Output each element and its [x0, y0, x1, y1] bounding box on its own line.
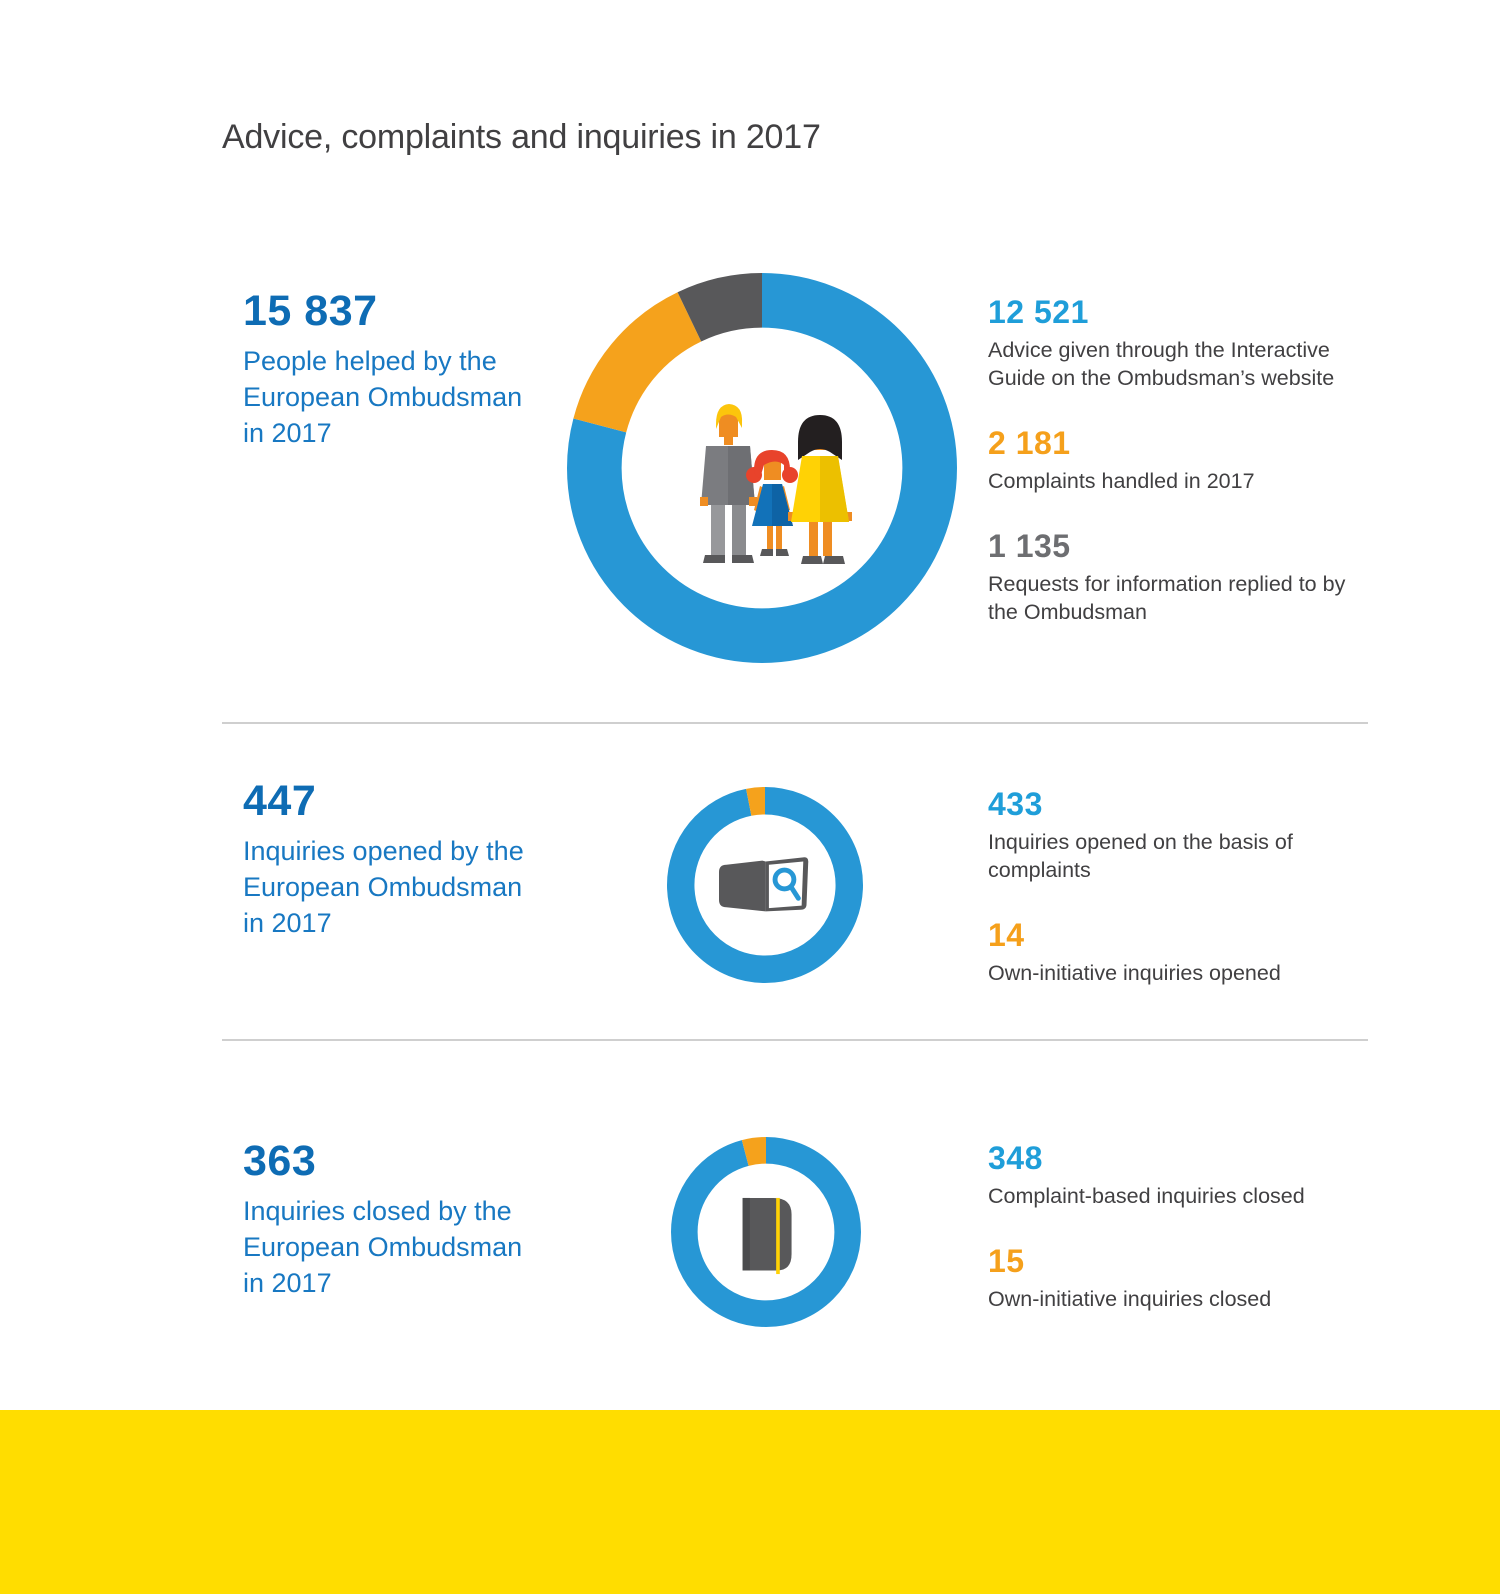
subtitle-line: Inquiries closed by the — [243, 1196, 512, 1226]
big-number: 363 — [243, 1137, 317, 1185]
stat-desc: Requests for information replied to by t… — [988, 572, 1346, 624]
subtitle-line: in 2017 — [243, 418, 332, 448]
section-inquiries-opened-stats: 433 Inquiries opened on the basis of com… — [988, 786, 1380, 1020]
section-subtitle: Inquiries opened by the European Ombudsm… — [243, 833, 593, 941]
big-number: 15 837 — [243, 287, 378, 335]
section-divider — [222, 722, 1368, 724]
stat: 15 Own-initiative inquiries closed — [988, 1243, 1380, 1313]
subtitle-line: European Ombudsman — [243, 872, 523, 902]
stat-desc: Complaint-based inquiries closed — [988, 1184, 1305, 1208]
stat-value: 12 521 — [988, 294, 1089, 330]
donut-chart-inquiries-closed — [671, 1137, 861, 1327]
subtitle-line: European Ombudsman — [243, 382, 523, 412]
section-subtitle: People helped by the European Ombudsman … — [243, 343, 593, 451]
stat-desc: Advice given through the Interactive Gui… — [988, 338, 1335, 390]
donut-chart-people-helped — [567, 273, 957, 663]
subtitle-line: in 2017 — [243, 908, 332, 938]
stat-desc: Own-initiative inquiries closed — [988, 1287, 1272, 1311]
stat-value: 15 — [988, 1243, 1025, 1279]
stat-value: 14 — [988, 917, 1025, 953]
stat-desc: Inquiries opened on the basis of complai… — [988, 830, 1293, 882]
donut-chart-inquiries-opened — [667, 787, 863, 983]
stat-value: 2 181 — [988, 425, 1071, 461]
family-icon — [700, 404, 852, 564]
subtitle-line: in 2017 — [243, 1268, 332, 1298]
section-people-helped-stats: 12 521 Advice given through the Interact… — [988, 294, 1380, 659]
stat: 12 521 Advice given through the Interact… — [988, 294, 1380, 392]
big-number: 447 — [243, 777, 317, 825]
stat: 2 181 Complaints handled in 2017 — [988, 425, 1380, 495]
stat: 433 Inquiries opened on the basis of com… — [988, 786, 1380, 884]
section-people-helped-headline: 15 837 People helped by the European Omb… — [243, 288, 593, 451]
footer-band: European Ombudsman www.ombudsman.europa.… — [0, 1410, 1500, 1594]
section-inquiries-closed-stats: 348 Complaint-based inquiries closed 15 … — [988, 1140, 1380, 1346]
stat-value: 433 — [988, 786, 1043, 822]
subtitle-line: People helped by the — [243, 346, 497, 376]
stat-desc: Complaints handled in 2017 — [988, 469, 1255, 493]
stat-value: 1 135 — [988, 528, 1071, 564]
section-inquiries-opened-headline: 447 Inquiries opened by the European Omb… — [243, 778, 593, 941]
subtitle-line: Inquiries opened by the — [243, 836, 524, 866]
section-divider — [222, 1039, 1368, 1041]
section-subtitle: Inquiries closed by the European Ombudsm… — [243, 1193, 593, 1301]
inquiry-folder-icon — [719, 857, 809, 912]
stat: 1 135 Requests for information replied t… — [988, 528, 1380, 626]
stat: 14 Own-initiative inquiries opened — [988, 917, 1380, 987]
stat-desc: Own-initiative inquiries opened — [988, 961, 1281, 985]
stat-value: 348 — [988, 1140, 1043, 1176]
subtitle-line: European Ombudsman — [243, 1232, 523, 1262]
page-title: Advice, complaints and inquiries in 2017 — [222, 118, 821, 156]
closed-book-icon — [742, 1197, 792, 1275]
stat: 348 Complaint-based inquiries closed — [988, 1140, 1380, 1210]
section-inquiries-closed-headline: 363 Inquiries closed by the European Omb… — [243, 1138, 593, 1301]
